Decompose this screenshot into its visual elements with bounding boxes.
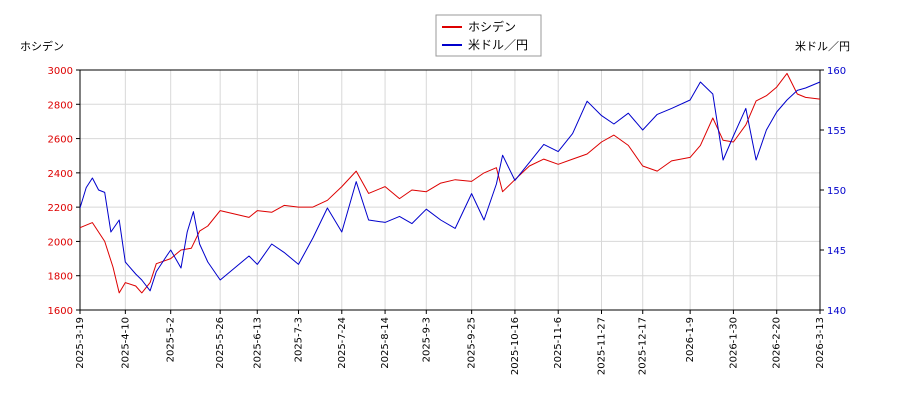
y-right-tick-label: 145 — [827, 246, 846, 257]
plot-frame — [79, 69, 821, 311]
x-tick-label: 2026-3-13 — [815, 317, 826, 369]
y-left-tick-label: 3000 — [48, 66, 73, 77]
x-tick-label: 2025-9-3 — [421, 317, 432, 362]
y-right-tick-label: 160 — [827, 66, 846, 77]
y-left-tick-label: 2000 — [48, 237, 73, 248]
y-left-tick-label: 1800 — [48, 272, 73, 283]
grid-lines — [79, 69, 821, 311]
y-axis-left-title: ホシデン — [20, 39, 64, 53]
x-tick-label: 2025-6-13 — [252, 317, 263, 369]
x-tick-label: 2025-3-19 — [75, 317, 86, 369]
y-left-tick-label: 2200 — [48, 203, 73, 214]
y-left-tick-label: 1600 — [48, 306, 73, 317]
axis-ticks: 2025-3-19 2025-4-10 2025-5-2 2025-5-26 2025-… — [48, 66, 847, 375]
x-tick-label: 2025-11-6 — [553, 317, 564, 369]
y-axis-right-title: 米ドル／円 — [795, 40, 850, 53]
x-tick-label: 2026-2-20 — [772, 317, 783, 369]
series-line-hoshiden — [79, 72, 821, 294]
x-tick-label: 2025-7-3 — [293, 317, 304, 362]
x-tick-label: 2025-11-27 — [597, 317, 608, 375]
x-tick-label: 2025-9-25 — [467, 317, 478, 369]
legend-label-usdjpy: 米ドル／円 — [468, 38, 528, 52]
y-left-tick-label: 2400 — [48, 169, 73, 180]
x-tick-label: 2025-8-14 — [380, 317, 391, 369]
y-right-tick-label: 150 — [827, 186, 846, 197]
legend: ホシデン 米ドル／円 — [435, 14, 542, 57]
y-left-tick-label: 2800 — [48, 100, 73, 111]
x-tick-label: 2025-5-2 — [166, 317, 177, 362]
x-tick-label: 2025-12-17 — [638, 317, 649, 375]
series-line-usdjpy — [79, 81, 821, 292]
y-right-tick-label: 140 — [827, 306, 846, 317]
x-tick-label: 2026-1-30 — [728, 317, 739, 369]
x-tick-label: 2025-4-10 — [120, 317, 131, 369]
y-left-tick-label: 2600 — [48, 135, 73, 146]
x-tick-label: 2025-5-26 — [215, 317, 226, 369]
series-layer — [79, 72, 821, 294]
legend-label-hoshiden: ホシデン — [468, 19, 516, 34]
x-tick-label: 2025-7-24 — [337, 317, 348, 369]
x-tick-label: 2025-10-16 — [510, 317, 521, 375]
y-right-tick-label: 155 — [827, 126, 846, 137]
legend-box — [435, 14, 542, 57]
x-tick-label: 2026-1-9 — [685, 317, 696, 362]
